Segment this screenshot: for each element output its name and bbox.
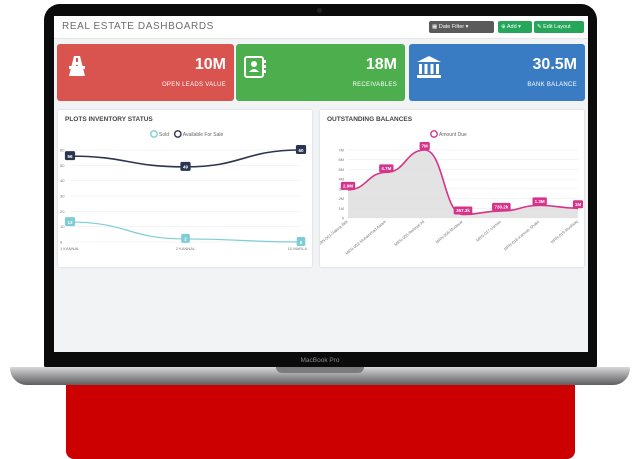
x-tick-label: 2 KANNAL <box>176 246 196 251</box>
data-label: 2.9M <box>343 183 353 188</box>
laptop-notch <box>276 367 364 373</box>
dashboard-screen: REAL ESTATE DASHBOARDS ▦ Date Filter ▾ ⊕… <box>54 16 588 352</box>
receivables-value: 18M <box>365 56 397 73</box>
x-tick-label: MRN-019-Mushtaq <box>550 219 579 245</box>
x-tick-label: MRN-005-Rehmat Ali <box>393 219 425 247</box>
y-tick-label: 20 <box>60 209 65 214</box>
legend-marker <box>150 130 158 138</box>
data-label: 1.3M <box>535 199 545 204</box>
chevron-down-icon: ▾ <box>518 24 521 30</box>
add-label: Add <box>506 24 517 30</box>
road-icon <box>65 56 89 81</box>
y-tick-label: 2M <box>338 196 344 201</box>
device-brand: MacBook Pro <box>300 357 340 364</box>
data-label-box <box>296 237 306 246</box>
page-title: REAL ESTATE DASHBOARDS <box>62 21 214 32</box>
y-tick-label: 40 <box>60 178 65 183</box>
y-tick-label: 7M <box>338 148 344 153</box>
data-label-box <box>379 164 394 173</box>
y-tick-label: 0 <box>60 240 63 245</box>
chevron-down-icon: ▾ <box>465 24 469 30</box>
data-label: 13 <box>67 220 73 225</box>
calendar-icon: ▦ <box>432 24 438 30</box>
x-tick-label: MRN-017-Usman <box>475 219 502 243</box>
data-label: 56 <box>67 154 73 159</box>
data-label-box <box>64 217 76 227</box>
edit-layout-label: Edit Layout <box>543 24 571 30</box>
data-label-box <box>64 151 76 161</box>
open-leads-label: OPEN LEADS VALUE <box>161 82 226 88</box>
bank-balance-value: 30.5M <box>532 56 577 73</box>
y-tick-label: 50 <box>60 163 65 168</box>
receivables-label: RECEIVABLES <box>352 82 397 88</box>
data-label: 7M <box>422 144 429 149</box>
data-label-box <box>340 181 356 190</box>
x-tick-label: MRN-001-Sakina Bibi <box>320 219 349 248</box>
webcam <box>317 8 322 13</box>
data-label: 4.7M <box>381 166 391 171</box>
plus-icon: ⊕ <box>501 24 506 30</box>
y-tick-label: 60 <box>60 148 65 153</box>
area-fill <box>348 150 578 218</box>
x-tick-label: 1 KANNAL <box>60 246 80 251</box>
outstanding-balances-panel: OUTSTANDING BALANCES Amount Due01M2M3M4M… <box>320 110 584 267</box>
open-leads-card: 10M OPEN LEADS VALUE <box>57 44 234 101</box>
laptop-base <box>10 367 630 385</box>
data-label: 730.2k <box>494 204 508 209</box>
data-label: 0 <box>300 240 303 245</box>
x-tick-label: 10 MARLA <box>288 246 308 251</box>
data-label: 2 <box>184 237 187 242</box>
x-tick-label: MRN-006-Mudasar <box>434 219 464 245</box>
x-tick-label: MRN-018-Kamran Shakir <box>503 219 541 252</box>
legend-marker <box>173 130 182 138</box>
date-filter-button[interactable]: ▦ Date Filter ▾ <box>429 21 494 33</box>
y-tick-label: 10 <box>60 224 65 229</box>
legend-label: Sold <box>159 132 169 138</box>
outstanding-balances-chart: Amount Due01M2M3M4M5M6M7M2.9M4.7M7M357.3… <box>320 130 584 256</box>
x-tick-label: MRN-002-Muhammad Aslam <box>344 219 387 256</box>
date-filter-label: Date Filter <box>438 24 465 30</box>
data-label-box <box>572 200 584 209</box>
top-bar: REAL ESTATE DASHBOARDS ▦ Date Filter ▾ ⊕… <box>54 16 588 39</box>
red-backdrop <box>66 382 575 459</box>
y-tick-label: 5M <box>338 167 344 172</box>
plots-inventory-panel: PLOTS INVENTORY STATUS Sold Available For… <box>58 110 312 267</box>
y-tick-label: 0 <box>342 216 345 221</box>
data-label-box <box>295 145 307 154</box>
legend-label: Available For Sale <box>183 132 224 138</box>
data-label-box <box>419 142 430 150</box>
y-tick-label: 1M <box>338 206 344 211</box>
data-label-box <box>492 202 511 211</box>
data-label: 49 <box>183 165 189 170</box>
data-label: 60 <box>298 148 304 153</box>
add-button[interactable]: ⊕ Add ▾ <box>498 21 532 33</box>
data-label-box <box>181 233 190 243</box>
data-label: 1M <box>575 202 582 207</box>
y-tick-label: 4M <box>338 177 344 182</box>
data-label-box <box>453 206 473 215</box>
bank-balance-label: BANK BALANCE <box>527 82 577 88</box>
pencil-icon: ✎ <box>537 24 542 30</box>
bank-balance-card: 30.5M BANK BALANCE <box>409 44 585 101</box>
y-tick-label: 30 <box>60 194 65 199</box>
bank-icon <box>417 56 441 83</box>
contact-book-icon <box>244 56 266 83</box>
edit-layout-button[interactable]: ✎ Edit Layout <box>534 21 584 33</box>
legend-label: Amount Due <box>439 132 467 138</box>
plots-inventory-title: PLOTS INVENTORY STATUS <box>65 116 153 123</box>
legend-marker <box>430 130 438 138</box>
data-label: 357.3k <box>456 208 470 213</box>
open-leads-value: 10M <box>194 56 226 73</box>
data-label-box <box>532 197 547 206</box>
y-tick-label: 6M <box>338 157 344 162</box>
receivables-card: 18M RECEIVABLES <box>236 44 405 101</box>
data-label-box <box>180 161 191 171</box>
outstanding-balances-title: OUTSTANDING BALANCES <box>327 116 413 123</box>
